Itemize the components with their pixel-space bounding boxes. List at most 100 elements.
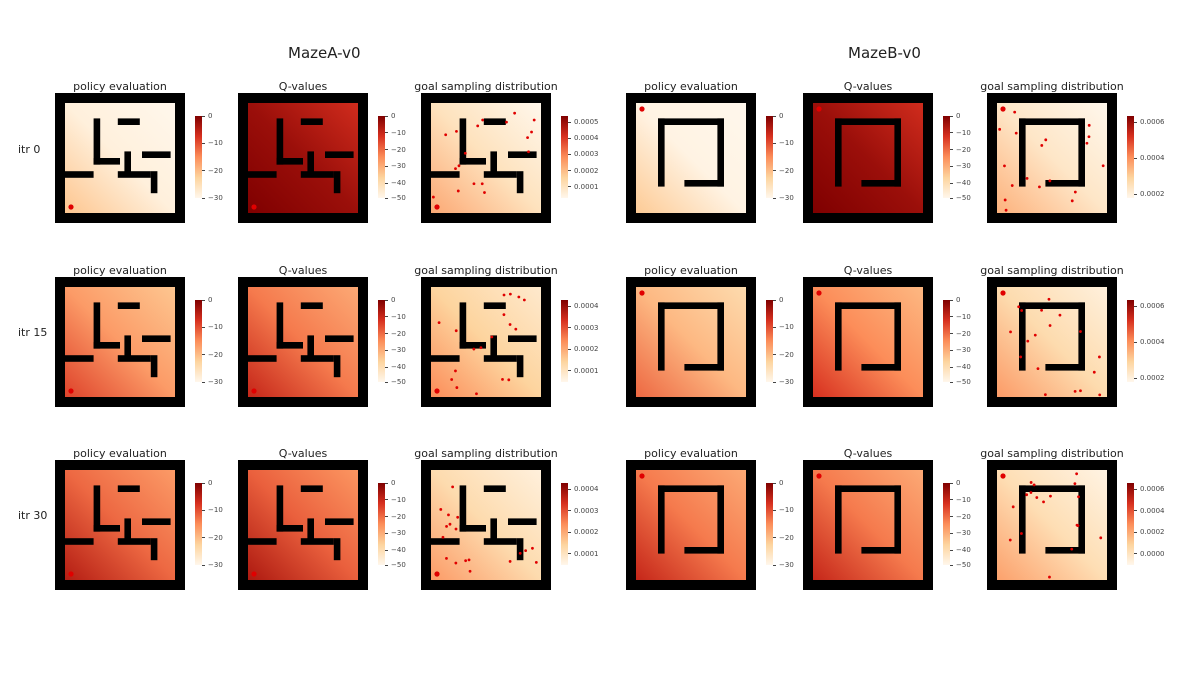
colorbar-tick-label: −50: [950, 194, 971, 202]
goal-sample-dot: [1009, 330, 1012, 334]
goal-sample-dot: [1011, 505, 1015, 509]
panel-title: goal sampling distribution: [980, 80, 1124, 93]
goal-sample-dot: [457, 164, 461, 168]
goal-sample-dot: [472, 347, 476, 351]
colorbar-tick-label: −20: [202, 351, 223, 359]
inner-wall: [483, 538, 517, 545]
colorbar-tick-label: 0.0005: [568, 118, 599, 126]
inner-wall: [124, 151, 131, 176]
inner-wall: [459, 342, 486, 349]
maze-heatmap: [238, 460, 368, 590]
inner-wall: [276, 118, 284, 165]
colorbar-gradient: [766, 116, 773, 198]
maze-heatmap: [803, 93, 933, 223]
colorbar-gradient: [766, 300, 773, 382]
colorbar-tick-label: 0.0006: [1134, 485, 1165, 493]
heatmap-panel: policy evaluation 0 −10 −20 −30: [626, 264, 796, 414]
goal-sample-dot: [530, 130, 533, 134]
heatmap-panel: Q-values 0 −10 −20 −30 −40 −50: [803, 447, 973, 597]
maze-heatmap: [987, 460, 1117, 590]
colorbar-tick-label: −30: [385, 162, 406, 170]
goal-sample-dot: [448, 522, 452, 526]
colorbar-tick-label: 0.0002: [1134, 190, 1165, 198]
goal-sample-dot: [522, 298, 526, 302]
goal-sample-dot: [1077, 495, 1080, 499]
goal-sample-dot: [1048, 575, 1051, 579]
inner-wall: [93, 302, 101, 349]
goal-sample-dot: [476, 124, 480, 128]
colorbar-tick-label: −20: [202, 167, 223, 175]
heatmap-panel: goal sampling distribution 0.0004 0.0003 0.…: [414, 264, 599, 414]
colorbar-gradient: [1127, 300, 1134, 382]
goal-sample-dot: [527, 150, 530, 154]
panel-title: Q-values: [278, 264, 328, 277]
heatmap-panel: policy evaluation 0 −10 −20 −30: [55, 80, 225, 230]
inner-wall: [684, 547, 724, 554]
goal-sample-dot: [534, 560, 538, 564]
inner-wall: [483, 355, 517, 362]
goal-sample-dot: [1085, 141, 1089, 145]
inner-wall: [658, 118, 724, 125]
inner-wall: [1019, 485, 1026, 554]
colorbar-tick-label: −10: [202, 506, 223, 514]
start-marker: [68, 204, 74, 210]
inner-wall: [276, 525, 303, 532]
goal-sample-dot: [1008, 538, 1012, 542]
goal-sample-dot: [451, 485, 455, 489]
colorbar-tick-label: 0.0004: [1134, 507, 1165, 515]
inner-wall: [93, 158, 120, 165]
colorbar-tick-label: 0.0002: [568, 345, 599, 353]
colorbar-tick-label: −40: [950, 363, 971, 371]
inner-wall: [835, 118, 901, 125]
goal-sample-dot: [479, 346, 483, 350]
goal-sample-dot: [1020, 532, 1023, 535]
colorbar-tick-label: −30: [202, 378, 223, 386]
colorbar-tick-label: 0.0004: [568, 134, 599, 142]
inner-wall: [508, 335, 537, 342]
inner-wall: [1078, 302, 1085, 371]
panel-title: policy evaluation: [644, 264, 738, 277]
colorbar-tick-label: 0: [385, 112, 395, 120]
goal-sample-dot: [490, 335, 494, 339]
start-marker: [816, 290, 822, 296]
colorbar-tick-label: 0: [773, 112, 783, 120]
inner-wall: [300, 538, 334, 545]
goal-sample-dot: [1087, 123, 1091, 127]
goal-sample-dot: [439, 508, 443, 511]
inner-wall: [490, 335, 497, 360]
goal-sample-dot: [1040, 308, 1043, 312]
inner-wall: [276, 485, 284, 532]
goal-sample-dot: [463, 151, 467, 155]
goal-sample-dot: [1049, 494, 1052, 498]
goal-sample-dot: [445, 524, 448, 528]
colorbar-tick-label: −40: [950, 546, 971, 554]
panel-title: Q-values: [278, 80, 328, 93]
inner-wall: [1019, 118, 1026, 187]
panel-title: Q-values: [843, 80, 893, 93]
inner-wall: [300, 118, 323, 125]
inner-wall: [459, 302, 467, 349]
inner-wall: [150, 538, 158, 561]
colorbar-tick-label: −10: [773, 506, 794, 514]
panel-title: Q-values: [843, 264, 893, 277]
maze-heatmap: [803, 460, 933, 590]
goal-sample-dot: [513, 111, 517, 115]
colorbar-tick-label: 0.0006: [1134, 118, 1165, 126]
colorbar-tick-label: 0.0006: [1134, 302, 1165, 310]
goal-sample-dot: [998, 127, 1002, 131]
inner-wall: [276, 302, 284, 349]
inner-wall: [93, 342, 120, 349]
panel-title: goal sampling distribution: [414, 80, 558, 93]
heatmap-panel: goal sampling distribution 0.0006 0.0004 0.…: [980, 447, 1165, 597]
heatmap-panel: policy evaluation 0 −10 −20 −30: [626, 447, 796, 597]
goal-sample-dot: [1070, 547, 1074, 551]
inner-wall: [1078, 118, 1085, 187]
goal-sample-dot: [480, 182, 484, 186]
colorbar-tick-label: −30: [773, 561, 794, 569]
colorbar-tick-label: −20: [950, 330, 971, 338]
goal-sample-dot: [444, 133, 448, 137]
colorbar-gradient: [943, 116, 950, 198]
goal-sample-dot: [1073, 482, 1077, 486]
goal-sample-dot: [517, 295, 521, 299]
start-marker: [68, 388, 74, 394]
